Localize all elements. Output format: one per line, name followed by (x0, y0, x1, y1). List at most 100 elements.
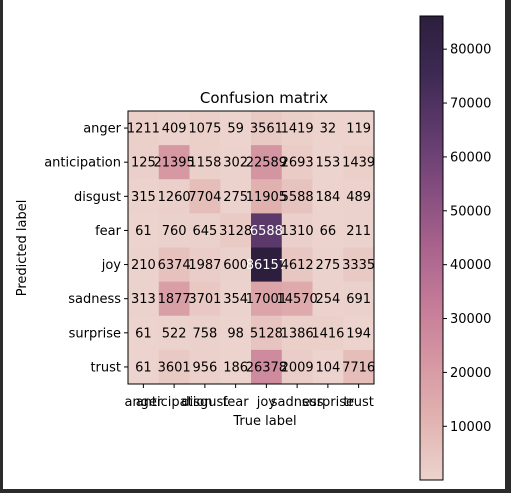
cell-value-label: 125 (131, 156, 156, 171)
heatmap-cell (158, 349, 190, 385)
heatmap-cell (281, 247, 313, 282)
heatmap-cell (251, 145, 283, 180)
heatmap-cell (251, 213, 283, 248)
cell-value-label: 489 (346, 190, 371, 205)
cell-value-label: 104 (315, 360, 340, 375)
cell-value-label: 5588 (281, 190, 314, 205)
cell-value-label: 1075 (188, 122, 221, 137)
cell-value-label: 1211 (127, 122, 160, 137)
cell-value-label: 956 (192, 360, 217, 375)
cell-value-label: 7704 (188, 190, 221, 205)
colorbar-tick-label: 20000 (450, 366, 491, 381)
x-tick-label: fear (223, 395, 250, 410)
heatmap-cell (189, 349, 221, 385)
heatmap-cell (220, 145, 252, 180)
y-tick-label: sadness (68, 292, 121, 307)
cell-value-label: 22589 (246, 156, 287, 171)
cell-value-label: 600 (223, 258, 248, 273)
cell-value-label: 275 (223, 190, 248, 205)
heatmap-cell (281, 111, 313, 146)
cell-value-label: 1416 (311, 326, 344, 341)
heatmap-cell (251, 247, 283, 282)
cell-value-label: 61 (135, 224, 152, 239)
y-tick-label: disgust (74, 190, 121, 205)
heatmap-cell (312, 315, 344, 351)
cell-value-label: 1419 (281, 122, 314, 137)
heatmap-cell (281, 281, 313, 317)
heatmap-cell (312, 247, 344, 282)
heatmap-cell (128, 315, 160, 351)
cell-value-label: 6588 (250, 224, 283, 239)
heatmap-cell (189, 111, 221, 146)
heatmap-cell (220, 179, 252, 214)
heatmap-cell (281, 213, 313, 248)
cell-value-label: 302 (223, 156, 248, 171)
heatmap-cell (158, 213, 190, 248)
x-tick-label: trust (343, 395, 374, 410)
heatmap-cell (312, 281, 344, 317)
cell-value-label: 1386 (281, 326, 314, 341)
cell-value-label: 4612 (281, 258, 314, 273)
x-tick-label: joy (256, 395, 277, 410)
heatmap-cell (189, 145, 221, 180)
heatmap-cell (343, 111, 375, 146)
heatmap-cell (220, 349, 252, 385)
heatmap-cell (251, 349, 283, 385)
y-tick-label: anticipation (44, 156, 121, 171)
heatmap-cell (281, 349, 313, 385)
cell-value-label: 26378 (246, 360, 287, 375)
cell-value-label: 1260 (158, 190, 191, 205)
cell-value-label: 186 (223, 360, 248, 375)
heatmap-cells (128, 111, 375, 385)
heatmap-cell (220, 247, 252, 282)
plot-frame (127, 110, 375, 385)
heatmap-cell (343, 315, 375, 351)
cell-value-label: 6374 (158, 258, 191, 273)
y-tick-label: surprise (69, 326, 121, 341)
heatmap-cell (312, 213, 344, 248)
heatmap-cell (343, 213, 375, 248)
heatmap-cell (251, 179, 283, 214)
heatmap-cell (220, 213, 252, 248)
cell-value-label: 691 (346, 292, 371, 307)
colorbar-tick-label: 60000 (450, 150, 491, 165)
cell-value-label: 86157 (246, 258, 287, 273)
heatmap-cell (281, 179, 313, 214)
heatmap-cell (343, 179, 375, 214)
cell-value-label: 254 (315, 292, 340, 307)
heatmap-cell (343, 247, 375, 282)
heatmap-cell (220, 111, 252, 146)
cell-value-label: 758 (192, 326, 217, 341)
colorbar-tick-label: 70000 (450, 97, 491, 112)
chart-title: Confusion matrix (200, 89, 328, 107)
cell-value-label: 275 (315, 258, 340, 273)
heatmap-cell (220, 281, 252, 317)
y-tick-label: trust (90, 360, 121, 375)
x-tick-label: anger (124, 395, 162, 410)
cell-value-label: 14570 (276, 292, 317, 307)
heatmap-cell (128, 179, 160, 214)
heatmap-cell (128, 145, 160, 180)
x-tick-label: surprise (302, 395, 354, 410)
cell-value-label: 3701 (188, 292, 221, 307)
colorbar-tick-label: 10000 (450, 420, 491, 435)
cell-value-label: 59 (227, 122, 244, 137)
heatmap-cell (128, 281, 160, 317)
y-tick-label: anger (83, 122, 121, 137)
y-tick-label: fear (95, 224, 122, 239)
y-tick-label: joy (101, 258, 122, 273)
colorbar-tick-label: 30000 (450, 312, 491, 327)
cell-value-label: 11905 (246, 190, 287, 205)
cell-value-label: 1158 (188, 156, 221, 171)
heatmap-cell (158, 111, 190, 146)
colorbar-ticks: 10000 20000 30000 40000 50000 60000 70000 80000 (443, 43, 491, 435)
heatmap-cell (281, 315, 313, 351)
cell-value-label: 2693 (281, 156, 314, 171)
cell-value-label: 1310 (281, 224, 314, 239)
cell-value-label: 7716 (342, 360, 375, 375)
colorbar-tick-label: 50000 (450, 204, 491, 219)
cell-value-label: 211 (346, 224, 371, 239)
